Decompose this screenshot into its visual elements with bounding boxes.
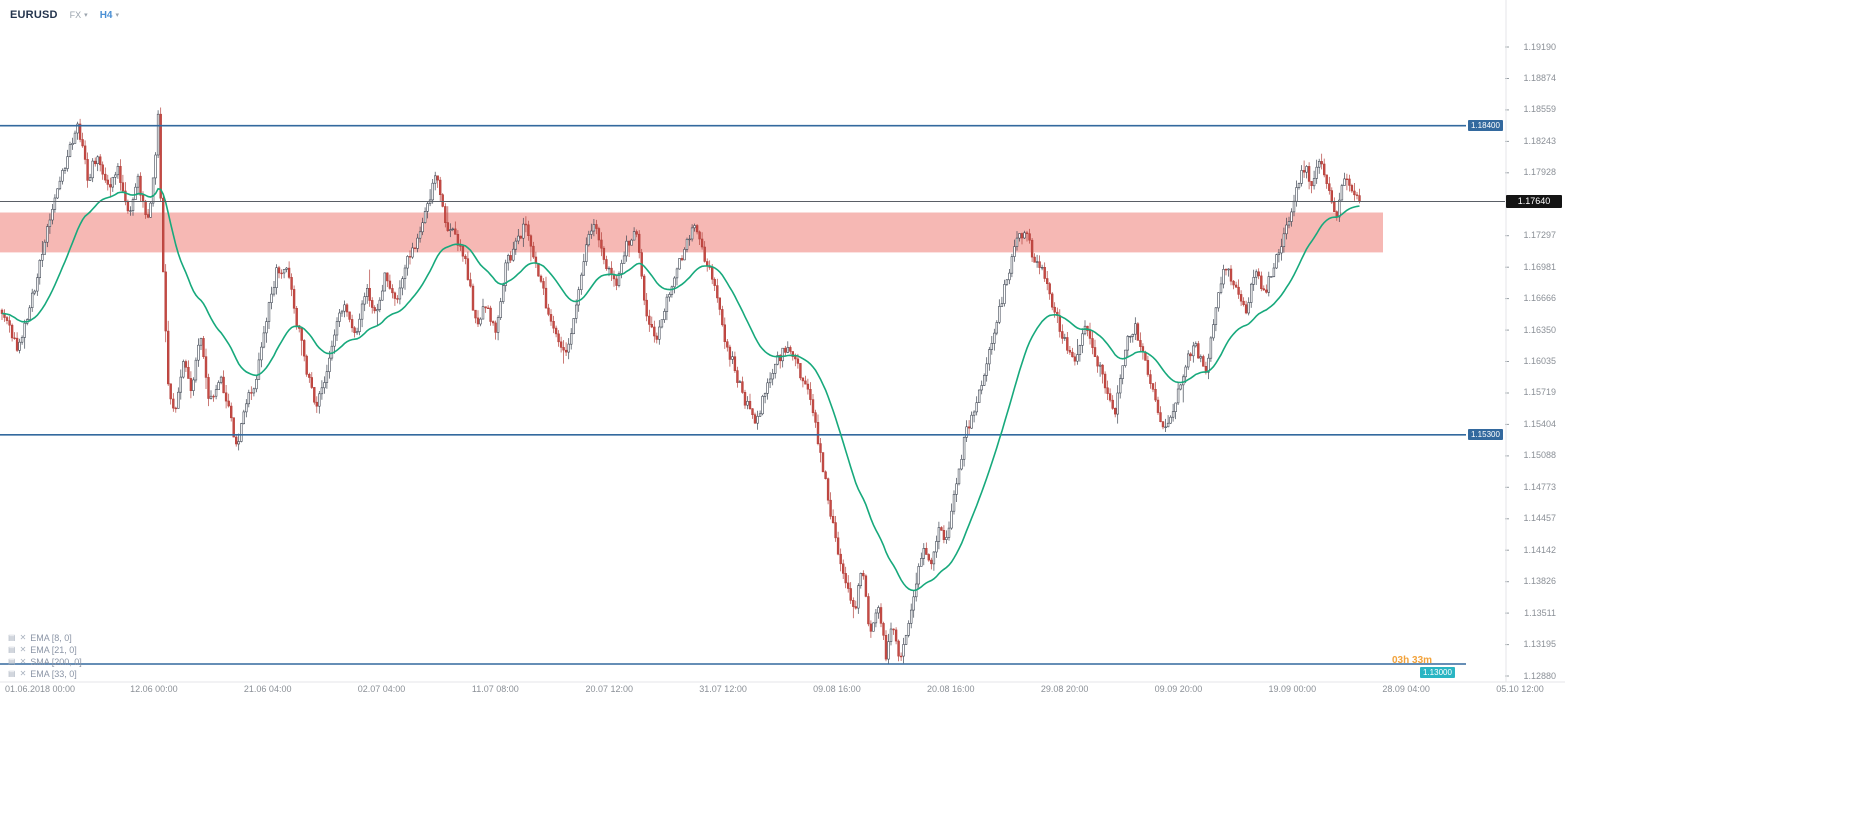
candles-layer xyxy=(0,107,1361,665)
indicator-settings-icon[interactable]: ▤ xyxy=(8,657,16,666)
indicator-row: ▤ ✕ SMA [200, 0] xyxy=(8,656,82,668)
level-badge[interactable]: 1.13000 xyxy=(1420,667,1455,679)
indicator-settings-icon[interactable]: ▤ xyxy=(8,645,16,654)
time-axis-label: 09.09 20:00 xyxy=(1154,684,1203,694)
time-axis-label: 05.10 12:00 xyxy=(1496,684,1544,694)
time-axis-label: 09.08 16:00 xyxy=(813,684,861,694)
indicator-remove-icon[interactable]: ✕ xyxy=(19,645,27,654)
indicator-remove-icon[interactable]: ✕ xyxy=(19,633,27,642)
indicator-label: EMA [21, 0] xyxy=(30,645,77,655)
chart-header: EURUSD FX ▾ H4 ▾ xyxy=(10,9,119,21)
time-axis-label: 20.07 12:00 xyxy=(585,684,633,694)
indicator-label: EMA [33, 0] xyxy=(30,669,77,679)
time-axis-label: 31.07 12:00 xyxy=(699,684,747,694)
timeframe-selector[interactable]: H4 ▾ xyxy=(100,10,119,21)
indicator-remove-icon[interactable]: ✕ xyxy=(19,669,27,678)
indicator-remove-icon[interactable]: ✕ xyxy=(19,657,27,666)
indicator-label: SMA [200, 0] xyxy=(30,657,82,667)
indicator-label: EMA [8, 0] xyxy=(30,633,72,643)
time-axis-label: 12.06 00:00 xyxy=(130,684,178,694)
market-label: FX xyxy=(69,10,82,20)
time-axis[interactable]: 01.06.2018 00:00 12.06 00:00 21.06 04:00 02… xyxy=(0,684,1868,698)
market-selector[interactable]: FX ▾ xyxy=(70,10,88,20)
level-lines-layer[interactable] xyxy=(0,124,1466,665)
indicator-row: ▤ ✕ EMA [33, 0] xyxy=(8,668,82,680)
indicator-row: ▤ ✕ EMA [21, 0] xyxy=(8,644,82,656)
current-price-badge: 1.17640 xyxy=(1506,195,1562,208)
time-axis-label: 28.09 04:00 xyxy=(1382,684,1430,694)
chevron-down-icon: ▾ xyxy=(115,11,119,19)
time-axis-label: 02.07 04:00 xyxy=(357,684,406,694)
symbol-name[interactable]: EURUSD xyxy=(10,9,58,21)
level-badge[interactable]: 1.15300 xyxy=(1468,428,1503,440)
indicator-settings-icon[interactable]: ▤ xyxy=(8,633,16,642)
axis-frame xyxy=(0,0,1565,683)
time-axis-label: 20.08 16:00 xyxy=(926,684,975,694)
time-axis-label: 01.06.2018 00:00 xyxy=(4,684,76,694)
time-axis-label: 21.06 04:00 xyxy=(243,684,292,694)
moving-average-line xyxy=(1,187,1360,592)
time-axis-label: 29.08 20:00 xyxy=(1040,684,1089,694)
time-axis-label: 19.09 00:00 xyxy=(1268,684,1317,694)
time-axis-label: 11.07 08:00 xyxy=(471,684,519,694)
level-badge[interactable]: 1.18400 xyxy=(1468,119,1503,131)
chevron-down-icon: ▾ xyxy=(84,11,88,19)
indicator-legend: ▤ ✕ EMA [8, 0] ▤ ✕ EMA [21, 0] ▤ ✕ SMA [200, 0] ▤… xyxy=(8,632,82,680)
timeframe-label: H4 xyxy=(99,9,113,21)
indicator-settings-icon[interactable]: ▤ xyxy=(8,669,16,678)
indicator-row: ▤ ✕ EMA [8, 0] xyxy=(8,632,82,644)
